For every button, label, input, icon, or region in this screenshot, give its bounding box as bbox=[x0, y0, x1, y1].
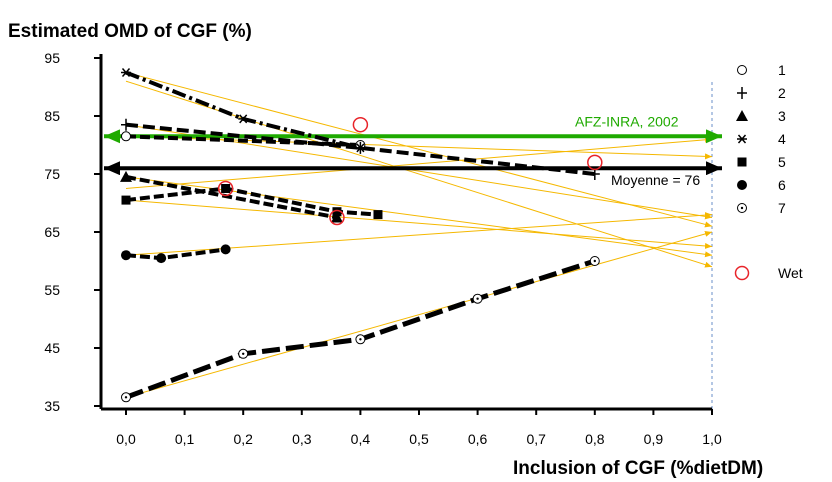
marker-shape bbox=[332, 207, 342, 217]
reference-label: AFZ-INRA, 2002 bbox=[575, 113, 679, 129]
y-tick-label: 75 bbox=[44, 166, 60, 182]
marker-shape bbox=[330, 211, 343, 223]
marker-shape bbox=[124, 396, 128, 399]
wet-point bbox=[352, 116, 369, 133]
data-point-series-7 bbox=[355, 334, 366, 345]
legend-label: 2 bbox=[778, 85, 786, 101]
marker-shape bbox=[121, 118, 131, 131]
marker-shape bbox=[373, 210, 383, 220]
data-point-series-5 bbox=[221, 184, 231, 193]
legend-label: 4 bbox=[778, 131, 786, 147]
legend-wet-marker bbox=[734, 265, 750, 281]
marker-shape bbox=[737, 87, 747, 99]
x-tick-label: 0,4 bbox=[351, 431, 371, 447]
legend: 1 2 3 4 5 6 7 Wet bbox=[734, 62, 803, 281]
legend-marker-3 bbox=[736, 110, 748, 121]
marker-shape bbox=[121, 250, 131, 261]
marker-shape bbox=[156, 253, 167, 264]
legend-marker-4 bbox=[737, 134, 747, 144]
legend-marker-7 bbox=[737, 203, 747, 213]
legend-marker-1 bbox=[737, 65, 747, 75]
data-point-series-5 bbox=[373, 210, 383, 220]
x-tick-label: 0,8 bbox=[585, 431, 605, 447]
marker-shape bbox=[120, 170, 132, 182]
data-point-series-6 bbox=[156, 253, 167, 264]
extrapolation-line bbox=[125, 231, 713, 398]
x-tick-label: 1,0 bbox=[702, 431, 722, 447]
series-line bbox=[125, 134, 361, 147]
wet-point bbox=[329, 209, 345, 226]
data-point-series-3 bbox=[330, 211, 343, 223]
plot-area: 35 45 55 65 75 85 95 0,0 0,1 0,2 0,3 0,4 0,5 0,6 0,7 0,… bbox=[44, 50, 722, 447]
marker-shape bbox=[737, 65, 747, 75]
series-line bbox=[125, 174, 338, 220]
legend-marker-5 bbox=[737, 157, 747, 167]
data-point-series-6 bbox=[220, 244, 231, 255]
marker-shape bbox=[221, 184, 231, 193]
legend-marker-6 bbox=[737, 180, 747, 190]
marker-shape bbox=[121, 131, 131, 142]
y-tick-label: 85 bbox=[44, 108, 60, 124]
data-point-series-6 bbox=[121, 250, 131, 261]
y-tick-label: 45 bbox=[44, 340, 60, 356]
marker-shape bbox=[121, 195, 131, 205]
legend-label: 6 bbox=[778, 177, 786, 193]
marker-shape bbox=[593, 259, 596, 263]
marker-shape bbox=[359, 338, 362, 341]
legend-label: 7 bbox=[778, 200, 786, 216]
legend-wet-label: Wet bbox=[778, 265, 803, 281]
data-point-series-1 bbox=[121, 131, 131, 142]
reference-label: Moyenne = 76 bbox=[611, 172, 700, 188]
extrapolation-line bbox=[125, 199, 713, 249]
x-tick-label: 0,2 bbox=[233, 431, 253, 447]
marker-shape bbox=[740, 206, 744, 210]
x-axis-title: Inclusion of CGF (%dietDM) bbox=[513, 458, 763, 479]
marker-shape bbox=[737, 134, 747, 144]
marker-shape bbox=[737, 157, 747, 167]
data-point-series-7 bbox=[121, 392, 131, 403]
data-point-series-2 bbox=[121, 118, 131, 131]
y-tick-label: 65 bbox=[44, 224, 60, 240]
marker-shape bbox=[220, 244, 231, 255]
data-point-series-5 bbox=[121, 195, 131, 205]
marker-shape bbox=[121, 68, 131, 77]
legend-marker-2 bbox=[737, 87, 747, 99]
y-tick-label: 55 bbox=[44, 282, 60, 298]
x-tick-label: 0,0 bbox=[116, 431, 136, 447]
extrapolation-line bbox=[125, 72, 713, 228]
wet-point bbox=[217, 180, 234, 197]
data-point-series-4 bbox=[355, 143, 366, 153]
marker-shape bbox=[737, 180, 747, 190]
legend-label: 5 bbox=[778, 154, 786, 170]
data-point-series-4 bbox=[121, 68, 131, 77]
data-point-series-7 bbox=[238, 348, 249, 359]
series-line bbox=[125, 186, 379, 217]
marker-shape bbox=[242, 352, 245, 355]
marker-shape bbox=[736, 110, 748, 121]
y-tick-label: 35 bbox=[44, 398, 60, 414]
x-tick-label: 0,7 bbox=[526, 431, 546, 447]
marker-shape bbox=[355, 143, 366, 153]
wet-point bbox=[587, 154, 603, 171]
data-point-series-7 bbox=[472, 293, 483, 304]
series-line bbox=[125, 258, 596, 400]
x-tick-label: 0,9 bbox=[644, 431, 664, 447]
x-tick-label: 0,3 bbox=[292, 431, 312, 447]
x-tick-label: 0,6 bbox=[468, 431, 488, 447]
x-tick-label: 0,5 bbox=[409, 431, 429, 447]
legend-label: 1 bbox=[778, 62, 786, 78]
series-line bbox=[125, 122, 596, 176]
marker-shape bbox=[476, 297, 479, 300]
x-tick-label: 0,1 bbox=[175, 431, 195, 447]
data-point-series-4 bbox=[238, 114, 249, 124]
chart-title: Estimated OMD of CGF (%) bbox=[8, 21, 252, 42]
y-tick-label: 95 bbox=[44, 50, 60, 66]
data-point-series-5 bbox=[332, 207, 342, 217]
marker-shape bbox=[238, 114, 249, 124]
data-point-series-7 bbox=[589, 256, 600, 266]
legend-label: 3 bbox=[778, 108, 786, 124]
data-point-series-3 bbox=[120, 170, 132, 182]
